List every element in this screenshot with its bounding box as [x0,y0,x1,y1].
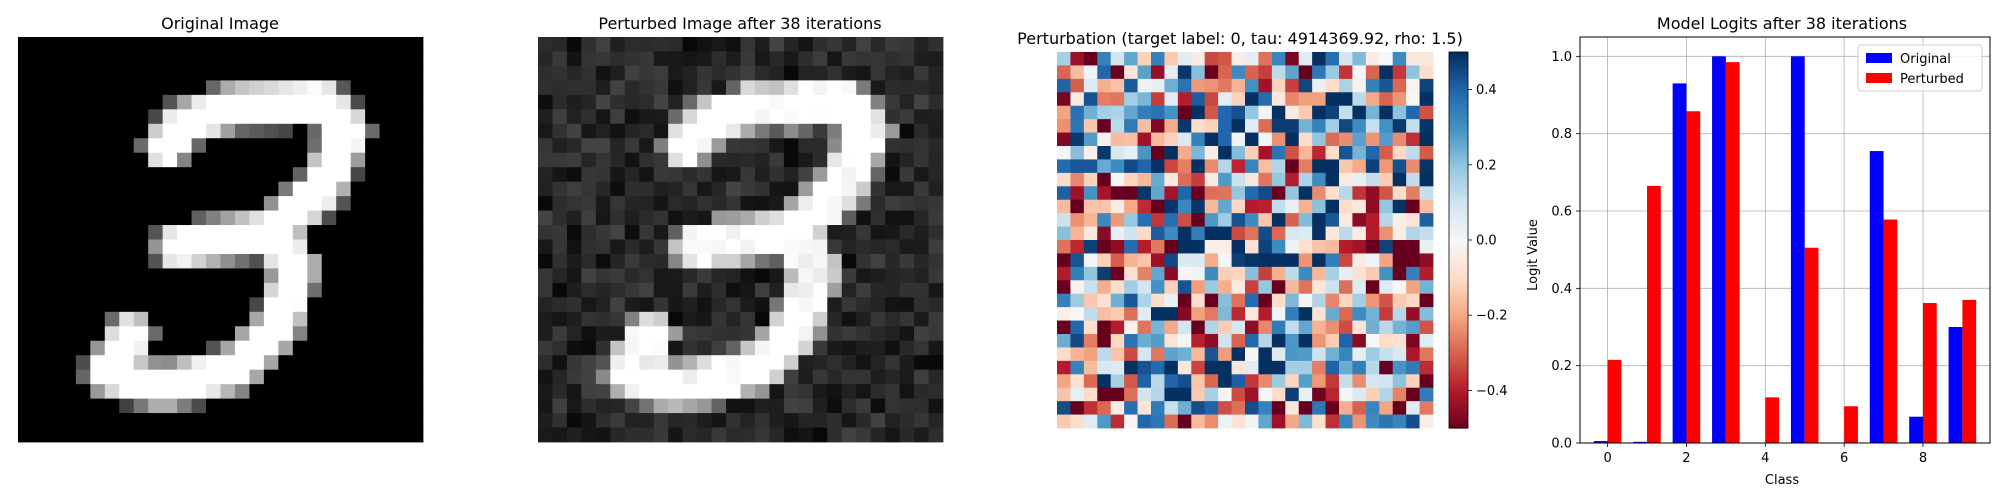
colorbar-tick-label: 0.0 [1476,234,1497,249]
colorbar-tick-label: −0.4 [1476,384,1508,399]
chart-legend: Original Perturbed [1857,44,1983,92]
y-tick-label: 0.0 [1551,437,1572,452]
x-tick-label: 2 [1682,451,1690,466]
y-tick-label: 0.4 [1551,282,1572,297]
colorbar-tick-label: 0.4 [1476,83,1497,98]
bar-original-class-2 [1672,83,1687,444]
logits-chart-panel: Model Logits after 38 iterations 0.00.20… [1526,14,1991,488]
legend-label-original: Original [1900,52,1951,67]
bar-perturbed-class-7 [1883,219,1898,443]
bar-perturbed-class-1 [1647,185,1661,443]
bar-perturbed-class-2 [1686,111,1701,444]
y-tick-label: 1.0 [1551,50,1572,65]
bar-original-class-7 [1869,151,1884,444]
bar-perturbed-class-6 [1844,406,1858,443]
x-tick-label: 8 [1919,451,1927,466]
bar-original-class-5 [1790,56,1805,443]
bar-original-class-0 [1593,441,1608,443]
y-tick-label: 0.6 [1551,205,1572,220]
original-image-title: Original Image [161,14,279,33]
perturbed-image-title: Perturbed Image after 38 iterations [598,14,881,33]
bar-perturbed-class-4 [1765,397,1780,443]
bar-original-class-1 [1633,441,1648,443]
x-tick-label: 0 [1603,451,1611,466]
legend-label-perturbed: Perturbed [1900,72,1964,87]
y-axis-label: Logit Value [1526,219,1541,291]
logits-chart-title: Model Logits after 38 iterations [1657,14,1907,33]
bar-perturbed-class-5 [1804,247,1819,443]
colorbar: 0.4 0.2 0.0 −0.2 −0.4 [1448,51,1508,429]
bar-perturbed-class-9 [1962,299,1977,443]
bar-perturbed-class-8 [1922,303,1937,443]
original-image-panel: Original Image [18,14,424,443]
original-image [18,37,424,443]
bar-perturbed-class-3 [1725,62,1740,444]
perturbation-panel: Perturbation (target label: 0, tau: 4914… [1017,29,1508,429]
colorbar-tick-label: −0.2 [1476,309,1508,324]
legend-swatch-perturbed [1866,73,1892,83]
x-tick-label: 6 [1840,451,1848,466]
y-tick-label: 0.2 [1551,359,1572,374]
colorbar-tick-label: 0.2 [1476,158,1497,173]
bar-original-class-8 [1909,416,1923,443]
legend-swatch-original [1866,53,1892,63]
perturbed-image [538,37,944,443]
logits-bar-chart: 0.0 0.2 0.4 0.6 0.8 1.0 0 2 4 6 8 Original Perturbed [1551,36,1991,466]
perturbation-heatmap [1057,52,1434,429]
perturbation-title: Perturbation (target label: 0, tau: 4914… [1017,29,1463,48]
bar-original-class-3 [1712,56,1726,443]
x-tick-label: 4 [1761,451,1769,466]
bar-perturbed-class-0 [1607,359,1622,443]
x-axis-label: Class [1765,473,1799,488]
perturbed-image-panel: Perturbed Image after 38 iterations [538,14,944,443]
y-tick-label: 0.8 [1551,127,1572,142]
bar-original-class-9 [1948,327,1963,443]
